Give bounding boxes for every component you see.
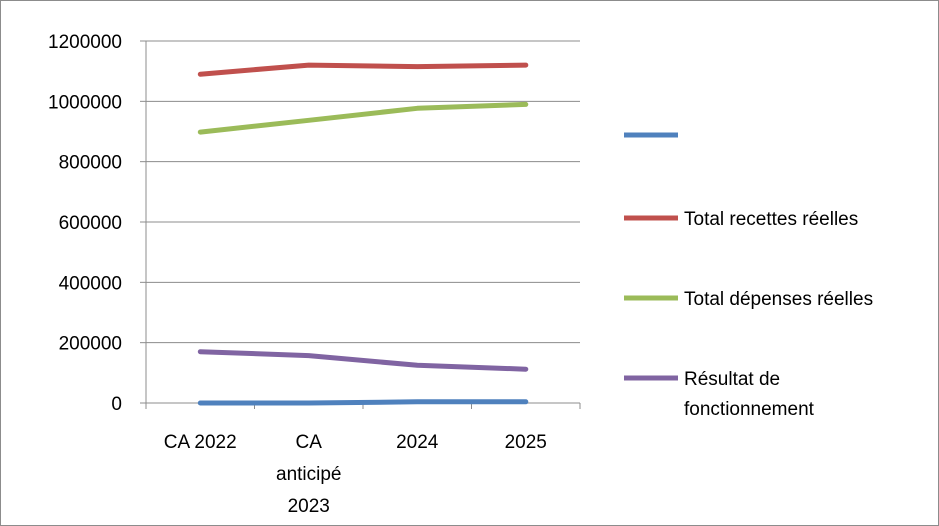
x-tick-label: CA anticipé 2023	[276, 432, 342, 517]
legend: Total recettes réelles Total dépenses rée…	[624, 132, 873, 420]
y-axis-ticks: 1200000 1000000 800000 600000 400000 200000 0	[48, 32, 146, 415]
y-tick-label: 600000	[59, 213, 122, 234]
y-tick-label: 1000000	[48, 92, 122, 113]
legend-label-1: Total recettes réelles	[684, 209, 858, 230]
x-tick-label: CA 2022	[164, 432, 237, 453]
legend-label-3: Résultat de fonctionnement	[684, 369, 815, 420]
gridlines	[146, 40, 580, 344]
series-lines	[197, 62, 529, 406]
series-line-0	[197, 399, 529, 406]
series-line-1	[197, 62, 529, 77]
y-tick-label: 800000	[59, 153, 122, 174]
y-tick-label: 400000	[59, 273, 122, 294]
y-tick-label: 0	[111, 394, 122, 415]
x-tick-label: 2024	[396, 432, 439, 453]
y-tick-label: 200000	[59, 334, 122, 355]
x-tick-label: 2025	[505, 432, 547, 453]
x-axis-ticks: CA 2022 CA anticipé 2023 2024 2025	[145, 403, 581, 517]
legend-label-2: Total dépenses réelles	[684, 289, 873, 310]
series-line-3	[197, 349, 529, 372]
series-line-2	[197, 101, 529, 135]
y-tick-label: 1200000	[48, 32, 122, 53]
